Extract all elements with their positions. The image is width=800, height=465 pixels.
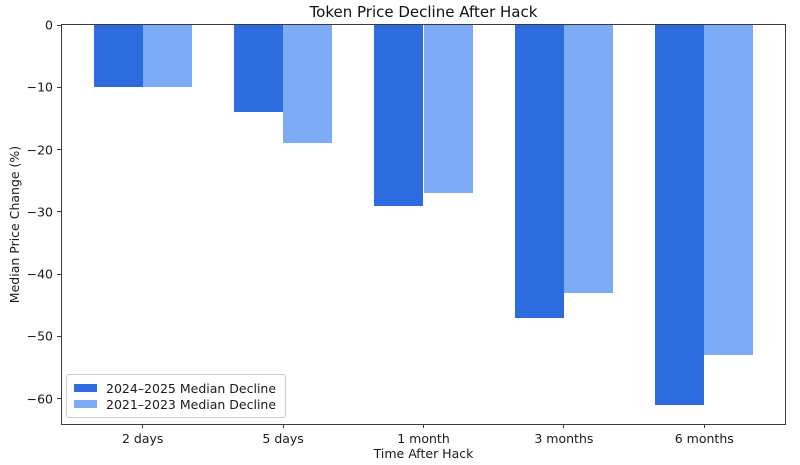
x-axis-label: Time After Hack — [373, 446, 474, 461]
y-tick-label: −30 — [26, 204, 53, 220]
legend-label: 2021–2023 Median Decline — [106, 396, 277, 412]
x-tick-mark — [142, 424, 144, 428]
x-tick-label: 5 days — [262, 431, 304, 446]
y-tick-mark — [57, 398, 61, 400]
legend-label: 2024–2025 Median Decline — [106, 380, 277, 396]
legend-swatch-light-blue — [74, 400, 97, 408]
legend: 2024–2025 Median Decline 2021–2023 Media… — [66, 374, 287, 418]
bar-2-days-series-0 — [93, 25, 143, 88]
bar-3-months-series-0 — [514, 25, 564, 318]
x-tick-mark — [703, 424, 705, 428]
bar-6-months-series-0 — [655, 25, 705, 405]
ticks-layer: 0 −10 −20 −30 −40 −50 −60 2 days 5 days 1 month 3 … — [27, 18, 785, 447]
chart-title: Token Price Decline After Hack — [309, 3, 538, 21]
x-tick-label: 1 month — [397, 431, 450, 446]
x-tick-mark — [282, 424, 284, 428]
y-tick-label: −50 — [26, 328, 53, 344]
bar-3-months-series-1 — [563, 25, 613, 293]
x-tick-label: 6 months — [674, 431, 734, 446]
y-axis-label-text: Median Price Change (%) — [7, 145, 23, 304]
legend-swatch-dark-blue — [74, 384, 97, 392]
bars-layer — [62, 25, 785, 424]
x-tick-mark — [423, 424, 424, 428]
bar-6-months-series-1 — [704, 25, 754, 356]
x-tick-label: 3 months — [534, 431, 594, 446]
bar-1-month-series-1 — [423, 25, 473, 194]
y-tick-mark — [57, 24, 61, 26]
legend-entry-2024-2025: 2024–2025 Median Decline — [74, 380, 276, 396]
y-tick-label: −40 — [26, 266, 53, 282]
y-tick-label: −20 — [26, 142, 53, 158]
y-tick-mark — [57, 86, 61, 88]
y-tick-mark — [57, 211, 61, 213]
bar-5-days-series-0 — [233, 25, 284, 113]
bar-1-month-series-0 — [374, 25, 424, 206]
x-tick-label: 2 days — [122, 431, 164, 446]
y-tick-label: −10 — [26, 79, 53, 95]
y-tick-label: 0 — [45, 17, 53, 33]
y-axis-label: Median Price Change (%) — [2, 24, 28, 425]
x-tick-mark — [563, 424, 565, 428]
y-tick-label: −60 — [26, 391, 53, 407]
y-tick-mark — [57, 149, 61, 151]
y-tick-mark — [57, 335, 61, 337]
y-tick-mark — [57, 273, 61, 275]
bar-5-days-series-1 — [283, 25, 333, 144]
plot-area: 0 −10 −20 −30 −40 −50 −60 2 days 5 days 1 month 3 … — [27, 18, 786, 447]
legend-entry-2021-2023: 2021–2023 Median Decline — [74, 396, 276, 412]
bar-2-days-series-1 — [142, 25, 192, 88]
